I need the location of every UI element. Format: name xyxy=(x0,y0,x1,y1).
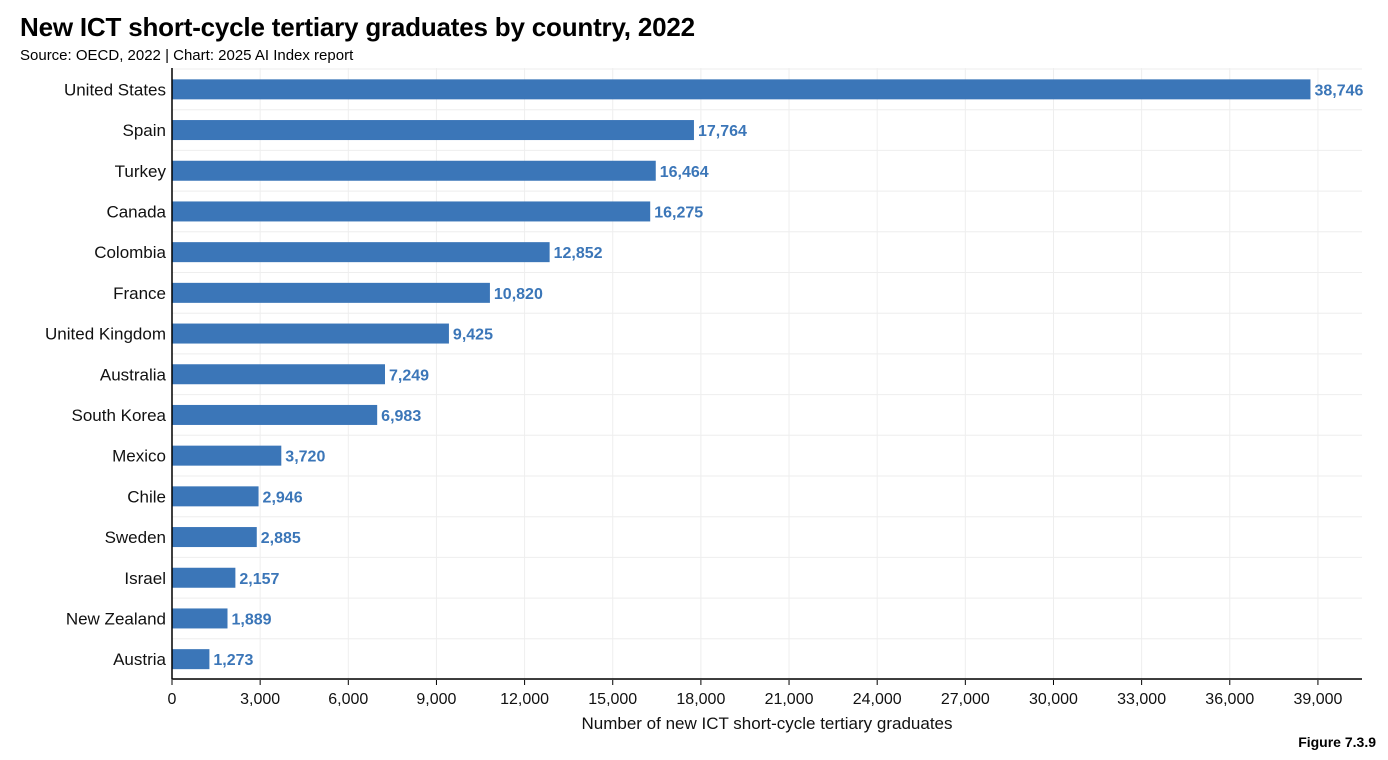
bar-south-korea xyxy=(172,404,378,425)
category-label: Spain xyxy=(123,121,166,140)
value-label: 17,764 xyxy=(698,123,747,140)
value-label: 12,852 xyxy=(554,245,603,262)
bar-sweden xyxy=(172,527,257,548)
category-label: Australia xyxy=(100,365,167,384)
x-tick-label: 36,000 xyxy=(1205,691,1254,708)
bar-turkey xyxy=(172,160,656,181)
bar-canada xyxy=(172,201,651,222)
category-label: New Zealand xyxy=(66,609,166,628)
x-tick-label: 9,000 xyxy=(416,691,456,708)
bar-united-kingdom xyxy=(172,323,449,344)
x-tick-label: 33,000 xyxy=(1117,691,1166,708)
value-label: 7,249 xyxy=(389,367,429,384)
x-tick-label: 0 xyxy=(168,691,177,708)
category-label: Mexico xyxy=(112,447,166,466)
figure-number: Figure 7.3.9 xyxy=(1298,734,1376,750)
value-label: 2,885 xyxy=(261,530,301,547)
value-label: 10,820 xyxy=(494,286,543,303)
bar-israel xyxy=(172,567,236,588)
value-label: 3,720 xyxy=(285,449,325,466)
category-label: South Korea xyxy=(71,406,166,425)
bar-austria xyxy=(172,649,210,670)
x-tick-label: 12,000 xyxy=(500,691,549,708)
labels: 0 3,000 6,000 9,000 12,000 15,000 18,000 21,000… xyxy=(45,80,1363,708)
category-label: Chile xyxy=(127,487,166,506)
bar-colombia xyxy=(172,242,550,263)
value-label: 1,889 xyxy=(232,611,272,628)
value-label: 9,425 xyxy=(453,327,493,344)
chart-source: Source: OECD, 2022 | Chart: 2025 AI Inde… xyxy=(20,47,354,64)
chart-title: New ICT short-cycle tertiary graduates b… xyxy=(20,12,695,42)
category-label: Colombia xyxy=(94,243,166,262)
bar-new-zealand xyxy=(172,608,228,629)
category-label: France xyxy=(113,284,166,303)
category-label: Turkey xyxy=(115,162,167,181)
x-tick-label: 6,000 xyxy=(328,691,368,708)
bar-spain xyxy=(172,120,694,141)
bars xyxy=(172,79,1311,670)
category-label: Israel xyxy=(124,569,166,588)
category-label: Austria xyxy=(113,650,166,669)
x-tick-label: 21,000 xyxy=(765,691,814,708)
x-tick-label: 39,000 xyxy=(1293,691,1342,708)
bar-australia xyxy=(172,364,385,385)
category-label: United Kingdom xyxy=(45,325,166,344)
value-label: 2,157 xyxy=(239,571,279,588)
x-tick-label: 18,000 xyxy=(676,691,725,708)
x-tick-label: 30,000 xyxy=(1029,691,1078,708)
x-tick-label: 3,000 xyxy=(240,691,280,708)
category-label: Canada xyxy=(106,202,166,221)
bar-chile xyxy=(172,486,259,507)
x-axis-title: Number of new ICT short-cycle tertiary g… xyxy=(582,714,953,733)
bar-france xyxy=(172,282,490,303)
x-tick-label: 24,000 xyxy=(853,691,902,708)
bar-mexico xyxy=(172,445,282,466)
value-label: 2,946 xyxy=(263,489,303,506)
value-label: 6,983 xyxy=(381,408,421,425)
x-tick-label: 15,000 xyxy=(588,691,637,708)
value-label: 38,746 xyxy=(1314,82,1363,99)
x-tick-label: 27,000 xyxy=(941,691,990,708)
category-label: Sweden xyxy=(105,528,166,547)
bar-united-states xyxy=(172,79,1311,100)
value-label: 16,464 xyxy=(660,164,709,181)
value-label: 1,273 xyxy=(213,652,253,669)
category-label: United States xyxy=(64,80,166,99)
value-label: 16,275 xyxy=(654,204,703,221)
